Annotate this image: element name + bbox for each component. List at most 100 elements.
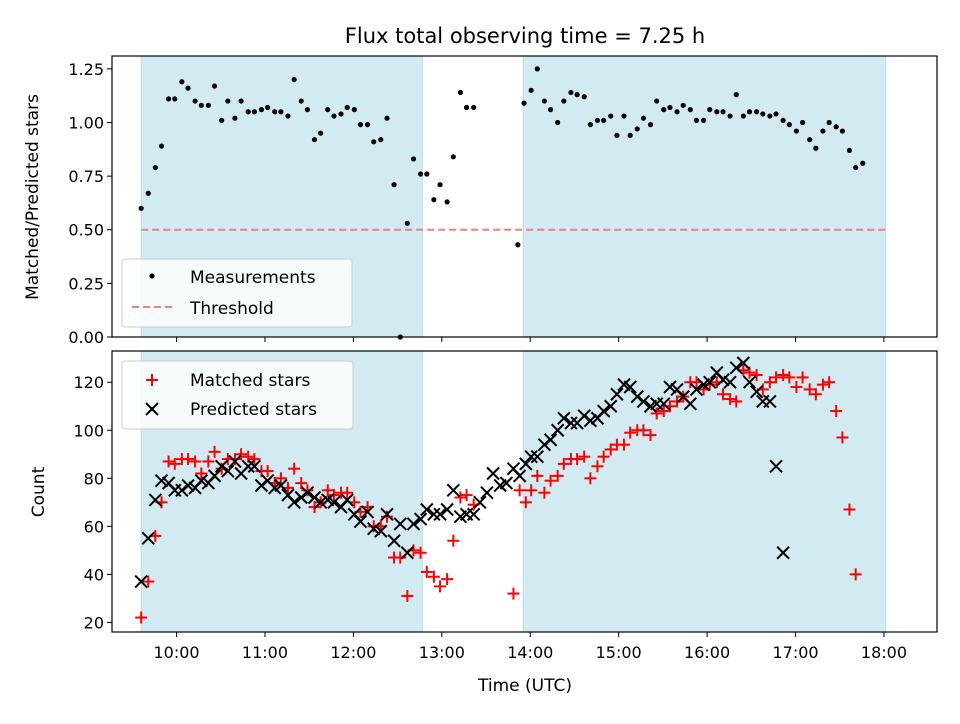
measurement-point (627, 132, 633, 138)
matched-star-point (341, 486, 354, 499)
predicted-star-point (716, 373, 730, 387)
measurement-point (391, 182, 397, 188)
measurement-point (767, 113, 773, 119)
measurement-point (667, 104, 673, 111)
predicted-star-point (446, 483, 461, 498)
legend-label-matched: Matched stars (190, 371, 310, 391)
measurement-point (437, 182, 443, 188)
legend-label-measurements: Measurements (190, 268, 316, 288)
measurement-point (587, 122, 593, 128)
measurement-point (378, 137, 384, 143)
measurement-point (746, 109, 753, 115)
measurement-point (693, 117, 700, 123)
measurement-point (568, 89, 574, 96)
matched-star-point (301, 484, 314, 497)
measurement-point (331, 113, 337, 119)
top-y-tick-label: 0.00 (68, 328, 104, 347)
predicted-star-point (596, 404, 611, 418)
measurement-point (463, 104, 470, 111)
measurement-point (780, 117, 786, 123)
matched-star-point (783, 371, 796, 384)
predicted-star-point (228, 454, 242, 469)
matched-star-point (763, 376, 776, 389)
measurement-point (152, 164, 158, 171)
measurement-point (687, 107, 693, 113)
measurement-point (192, 98, 198, 104)
predicted-star-point (530, 449, 545, 464)
measurement-point (179, 79, 185, 85)
matched-star-point (401, 589, 414, 602)
matched-star-point (843, 503, 856, 516)
predicted-star-point (367, 522, 381, 536)
measurement-point (364, 122, 371, 128)
predicted-star-point (380, 507, 394, 522)
measurement-point (278, 109, 284, 115)
measurement-point (158, 143, 165, 149)
measurement-point (357, 122, 364, 128)
matched-star-point (162, 455, 175, 468)
bottom-x-tick-label: 10:00 (153, 643, 199, 662)
legend-label-threshold: Threshold (189, 299, 274, 319)
measurement-point (647, 122, 654, 128)
measurement-point (311, 137, 318, 143)
matched-star-point (414, 546, 427, 559)
measurement-point (601, 117, 607, 123)
predicted-star-point (154, 473, 169, 488)
measurement-point (581, 94, 587, 100)
measurement-point (561, 98, 567, 104)
predicted-star-point (241, 459, 255, 473)
predicted-star-point (763, 394, 777, 409)
matched-star-point (724, 393, 737, 406)
matched-star-point (544, 474, 557, 487)
measurement-point (344, 104, 350, 111)
predicted-star-point (512, 469, 527, 483)
predicted-star-point (287, 495, 301, 510)
measurement-point (793, 128, 800, 134)
measurement-point (298, 98, 304, 104)
measurement-point (574, 92, 580, 98)
top-legend: Measurements Threshold (121, 258, 353, 328)
x-axis-label: Time (UTC) (477, 676, 572, 696)
predicted-star-point (466, 507, 481, 522)
predicted-star-point (543, 433, 558, 447)
matched-star-point (803, 383, 816, 396)
measurement-point (291, 76, 297, 83)
predicted-star-point (221, 464, 235, 478)
matched-star-point (182, 453, 195, 466)
measurement-point (410, 156, 417, 162)
measurement-point (138, 205, 144, 211)
matched-star-point (597, 450, 610, 463)
top-y-tick-label: 0.25 (68, 274, 104, 293)
predicted-star-point (683, 397, 698, 411)
matched-star-point (650, 407, 663, 420)
predicted-star-point (406, 517, 421, 531)
predicted-star-point (400, 546, 415, 560)
top-y-tick-label: 1.00 (68, 113, 104, 132)
matched-star-point (750, 369, 763, 382)
predicted-star-point (749, 385, 764, 399)
matched-star-point (624, 426, 637, 439)
predicted-star-point (440, 502, 454, 517)
matched-star-point (816, 378, 829, 391)
measurement-point (773, 111, 779, 117)
predicted-star-point (393, 517, 407, 531)
measurement-point (813, 145, 819, 151)
measurement-point (384, 115, 390, 121)
measurement-point (418, 171, 424, 177)
measurement-point (238, 98, 244, 104)
matched-star-point (551, 469, 564, 482)
matched-star-point (790, 381, 803, 394)
matched-star-point (836, 431, 849, 444)
matched-star-point (513, 484, 526, 497)
predicted-star-point (657, 397, 671, 411)
predicted-star-point (141, 531, 155, 546)
measurement-point (431, 197, 437, 203)
bottom-y-axis-label: Count (29, 466, 49, 517)
matched-star-point (531, 469, 544, 482)
measurement-point (304, 107, 311, 113)
measurement-point (145, 190, 151, 196)
predicted-star-point (313, 495, 328, 510)
matched-star-point (584, 472, 597, 485)
predicted-star-point (499, 476, 514, 490)
